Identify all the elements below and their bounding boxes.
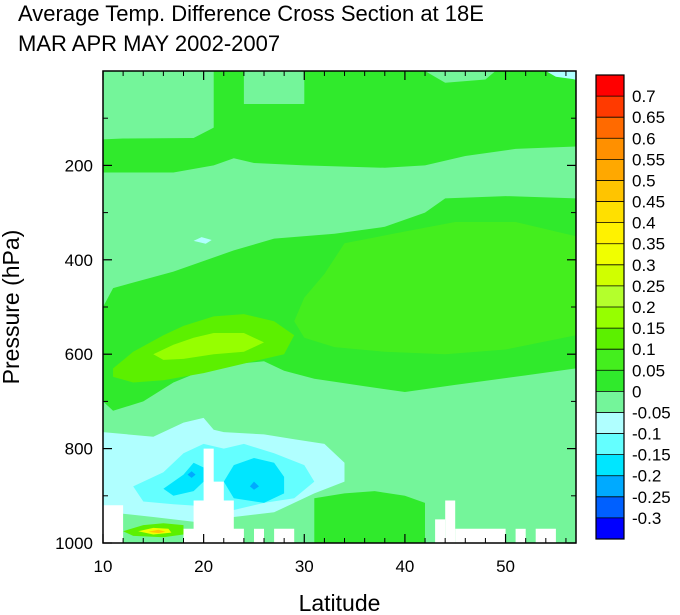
colorbar-swatch [596, 285, 624, 308]
colorbar-level-label: 0.05 [632, 361, 665, 380]
colorbar-swatch [596, 349, 624, 371]
colorbar-swatch [596, 433, 624, 455]
colorbar-swatch [596, 370, 624, 392]
contour-region-low-level-warm-patch [314, 491, 425, 543]
x-axis-label: Latitude [299, 590, 381, 615]
y-tick-label: 400 [65, 251, 93, 270]
missing-data-region [455, 528, 506, 543]
contour-region-low-level-cool-dot [187, 471, 196, 478]
colorbar-swatch [596, 138, 624, 160]
chart-title-line-1: Average Temp. Difference Cross Section a… [18, 1, 484, 26]
colorbar-swatch [596, 75, 624, 97]
colorbar-frame [595, 74, 625, 540]
colorbar-level-label: -0.1 [632, 425, 661, 444]
colorbar-level-label: 0.4 [632, 214, 656, 233]
x-tick-label: 30 [295, 557, 314, 576]
colorbar-level-label: 0.5 [632, 172, 656, 191]
colorbar-level-label: 0.55 [632, 150, 665, 169]
missing-data-region [515, 528, 526, 543]
colorbar-swatch [596, 454, 624, 477]
colorbar-level-label: 0.7 [632, 87, 656, 106]
colorbar-swatch [596, 496, 624, 519]
colorbar-level-label: 0.15 [632, 319, 665, 338]
chart-title-line-2: MAR APR MAY 2002-2007 [18, 31, 281, 56]
contour-region-mid-level-warm-pocket-inner [153, 333, 264, 360]
x-tick-label: 20 [194, 557, 213, 576]
x-tick-label: 40 [395, 557, 414, 576]
colorbar-swatch [596, 475, 624, 498]
contour-region-topright-cool-corner [545, 71, 576, 80]
contour-region-low-level-cool-inner-b [223, 458, 285, 503]
colorbar-swatch [596, 117, 624, 139]
colorbar-level-label: 0.65 [632, 108, 665, 127]
colorbar-level-label: 0.2 [632, 298, 656, 317]
missing-data-region [445, 500, 456, 543]
colorbar-swatch [596, 307, 624, 329]
contour-region-upper-positive-band [103, 71, 576, 173]
colorbar-swatch [596, 328, 624, 350]
axes: 10 20 30 40 50 200 400 600 800 1000 [55, 71, 576, 576]
colorbar-swatch [596, 180, 624, 202]
missing-data-region [103, 505, 124, 543]
colorbar-level-label: 0.1 [632, 340, 656, 359]
colorbar-swatch [596, 391, 624, 413]
y-axis-label: Pressure (hPa) [0, 230, 24, 385]
colorbar-level-label: -0.3 [632, 509, 661, 528]
missing-data-region [254, 528, 264, 543]
missing-data-region [183, 448, 244, 543]
colorbar-level-label: 0 [632, 382, 641, 401]
colorbar-swatch [596, 243, 624, 266]
colorbar: 0.7 0.65 0.6 0.55 0.5 0.45 0.4 0.35 0.3 0.25 0.2 0.… [595, 74, 671, 540]
contour-region-mid-positive-core [294, 222, 576, 355]
contour-region-surface-warm-blob-core [148, 529, 166, 534]
colorbar-level-label: -0.2 [632, 467, 661, 486]
colorbar-swatch [596, 517, 624, 540]
y-tick-label: 800 [65, 440, 93, 459]
x-tick-label: 10 [94, 557, 113, 576]
colorbar-swatch [596, 201, 624, 223]
contour-field [103, 71, 576, 543]
colorbar-level-label: -0.25 [632, 488, 671, 507]
colorbar-level-label: 0.35 [632, 235, 665, 254]
colorbar-swatch [596, 412, 624, 434]
y-tick-label: 1000 [55, 534, 93, 553]
contour-region-small-cool-eddy [193, 237, 212, 244]
colorbar-level-label: -0.15 [632, 446, 671, 465]
colorbar-level-label: 0.45 [632, 193, 665, 212]
y-tick-label: 600 [65, 345, 93, 364]
missing-data-region [435, 519, 446, 543]
colorbar-level-label: -0.05 [632, 404, 671, 423]
missing-data-region [274, 528, 295, 543]
missing-data-region [535, 528, 556, 543]
colorbar-level-label: 0.3 [632, 256, 656, 275]
contour-region-low-level-cool-inner-a [163, 462, 204, 496]
colorbar-swatch [596, 159, 624, 181]
colorbar-level-label: 0.6 [632, 129, 656, 148]
contour-region-low-level-cool-core [249, 481, 259, 490]
colorbar-swatch [596, 264, 624, 287]
contour-region-upper-band-hole [243, 71, 305, 104]
y-tick-label: 200 [65, 156, 93, 175]
colorbar-level-label: 0.25 [632, 277, 665, 296]
colorbar-swatch [596, 222, 624, 245]
x-tick-label: 50 [496, 557, 515, 576]
colorbar-swatch [596, 96, 624, 118]
